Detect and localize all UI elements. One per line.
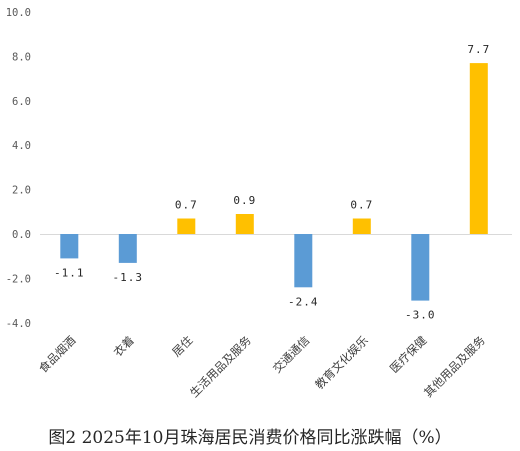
x-category-label-6: 教育文化娱乐 [312,333,371,392]
y-tick-label-0: 10.0 [6,7,31,19]
y-axis: 10.0 8.0 6.0 4.0 2.0 0.0 -2.0 -4.0 [6,7,31,330]
y-tick-label-1: 8.0 [12,51,31,63]
data-label-5: -2.4 [288,295,319,308]
bar-category-3 [177,218,196,234]
data-label-6: 0.7 [350,199,373,212]
x-category-label-8: 其他用品及服务 [421,333,488,400]
data-label-3: 0.7 [175,199,198,212]
y-tick-label-6: -2.0 [6,273,31,285]
data-label-8: 7.7 [467,43,490,56]
data-label-7: -3.0 [405,309,436,322]
bar-category-8 [469,63,488,234]
y-tick-label-5: 0.0 [12,229,31,241]
y-tick-label-2: 6.0 [12,96,31,108]
x-category-label-4: 生活用品及服务 [187,333,254,400]
bar-category-5 [294,234,313,288]
bars [60,63,488,301]
y-tick-label-4: 2.0 [12,185,31,197]
data-label-1: -1.1 [54,266,85,279]
x-category-label-7: 医疗保健 [387,333,430,376]
bar-category-1 [60,234,79,259]
data-label-2: -1.3 [113,271,144,284]
x-category-label-5: 交通通信 [270,333,312,375]
y-tick-label-3: 4.0 [12,140,31,152]
x-category-label-1: 食品烟酒 [36,333,78,375]
bar-category-4 [235,214,254,234]
bar-category-6 [352,218,371,234]
y-tick-label-7: -4.0 [6,318,31,330]
x-category-label-3: 居住 [169,333,196,360]
data-label-4: 0.9 [233,194,256,207]
x-category-label-2: 衣着 [111,333,137,359]
data-labels: -1.1 -1.3 0.7 0.9 -2.4 0.7 -3.0 7.7 [54,43,490,322]
bar-category-7 [411,234,430,301]
bar-category-2 [118,234,137,263]
chart-title: 图2 2025年10月珠海居民消费价格同比涨跌幅（%） [48,428,451,448]
